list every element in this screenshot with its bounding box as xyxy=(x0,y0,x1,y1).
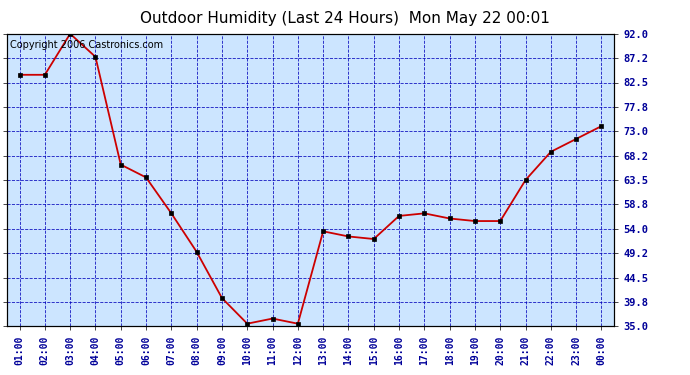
Text: Copyright 2006 Castronics.com: Copyright 2006 Castronics.com xyxy=(10,40,163,50)
Text: Outdoor Humidity (Last 24 Hours)  Mon May 22 00:01: Outdoor Humidity (Last 24 Hours) Mon May… xyxy=(140,11,550,26)
